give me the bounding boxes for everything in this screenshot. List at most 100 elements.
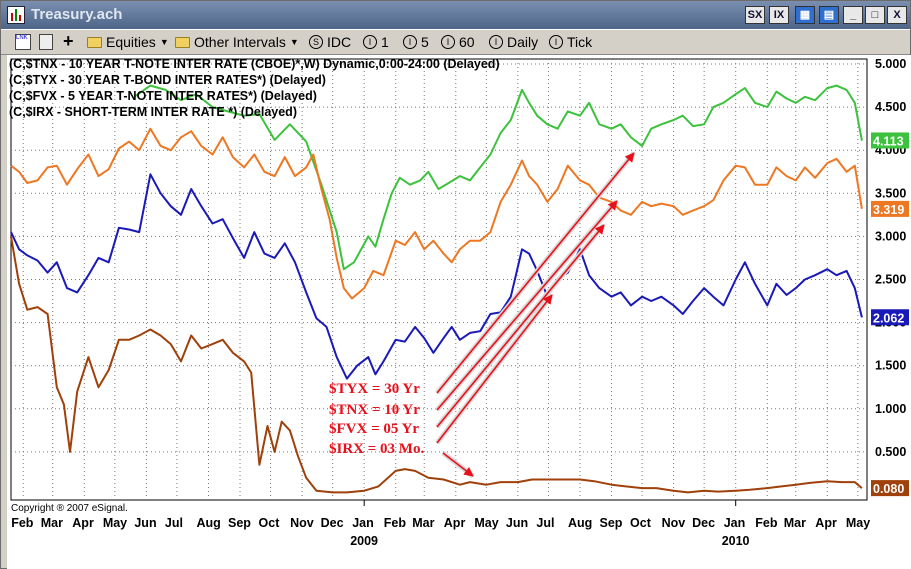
value-badge-tnx <box>871 309 909 326</box>
x-tick-label: Sep <box>600 516 623 530</box>
x-tick-label: Oct <box>259 516 281 530</box>
annotation-arrow <box>442 452 474 477</box>
interval-circle-icon: I <box>489 35 503 49</box>
interval-circle-icon: I <box>363 35 377 49</box>
app-logo-icon <box>7 6 25 24</box>
series-line-tnx <box>10 173 863 380</box>
x-tick-label: Mar <box>41 516 63 530</box>
tick-label: Tick <box>567 34 593 50</box>
x-tick-label: Jun <box>134 516 156 530</box>
sx-button[interactable]: SX <box>745 6 765 24</box>
annotation-arrow <box>436 294 553 444</box>
x-tick-label: Jan <box>352 516 374 530</box>
x-tick-label: Feb <box>755 516 778 530</box>
y-tick-label: 3.500 <box>875 186 906 200</box>
y-tick-label: 0.500 <box>875 445 906 459</box>
y-tick-label: 4.500 <box>875 100 906 114</box>
folder-icon <box>175 36 190 48</box>
x-tick-label: Oct <box>630 516 652 530</box>
x-tick-label: May <box>474 516 498 530</box>
x-tick-label: Apr <box>444 516 466 530</box>
idc-label: IDC <box>327 34 352 50</box>
tick-button[interactable]: I Tick <box>549 34 592 50</box>
x-tick-label: Nov <box>290 516 314 530</box>
annotation-arrow <box>436 224 605 428</box>
legend-irx: (C,$IRX - SHORT-TERM INTER RATE *) (Dela… <box>9 105 297 119</box>
value-badge-irx <box>871 480 909 497</box>
interval-1-label: 1 <box>381 34 389 50</box>
maximize-button[interactable]: □ <box>865 6 885 24</box>
interval-circle-icon: I <box>549 35 563 49</box>
x-tick-label: May <box>103 516 127 530</box>
chart-area[interactable]: 0.5001.0001.5002.0002.5003.0003.5004.000… <box>7 55 911 569</box>
equities-label: Equities <box>106 34 156 50</box>
legend-tnx: (C,$TNX - 10 YEAR T-NOTE INTER RATE (CBO… <box>9 57 500 71</box>
x-tick-label: Jun <box>506 516 528 530</box>
daily-label: Daily <box>507 34 539 50</box>
y-tick-label: 5.000 <box>875 57 906 71</box>
title-bar: Treasury.ach SX IX ▦ ▤ _ □ X <box>1 1 910 29</box>
y-tick-label: 1.500 <box>875 359 906 373</box>
interval-60-button[interactable]: I 60 <box>441 34 475 50</box>
price-chart[interactable]: 0.5001.0001.5002.0002.5003.0003.5004.000… <box>7 55 911 569</box>
interval-5-button[interactable]: I 5 <box>403 34 429 50</box>
x-tick-label: Jan <box>724 516 746 530</box>
x-tick-label: Apr <box>72 516 94 530</box>
value-badge-text: 0.080 <box>873 482 904 496</box>
x-tick-label: Sep <box>228 516 251 530</box>
ix-button[interactable]: IX <box>769 6 789 24</box>
folder-icon <box>87 36 102 48</box>
other-intervals-menu[interactable]: Other Intervals ▼ <box>175 34 299 50</box>
series-line-irx <box>10 236 863 494</box>
x-year-label: 2009 <box>350 534 378 548</box>
daily-button[interactable]: I Daily <box>489 34 538 50</box>
interval-circle-icon: I <box>441 35 455 49</box>
x-tick-label: Apr <box>815 516 837 530</box>
link-icon[interactable]: LNK <box>15 34 31 50</box>
y-tick-label: 2.500 <box>875 273 906 287</box>
annotation-label: $IRX = 03 Mo. <box>329 441 424 457</box>
interval-5-label: 5 <box>421 34 429 50</box>
dropdown-arrow-icon: ▼ <box>289 37 299 47</box>
close-button[interactable]: X <box>887 6 907 24</box>
annotation-label: $FVX = 05 Yr <box>329 421 419 437</box>
series-line-fvx <box>10 127 863 300</box>
legend-tyx: (C,$TYX - 30 YEAR T-BOND INTER RATES*) (… <box>9 73 326 87</box>
x-tick-label: Aug <box>568 516 592 530</box>
copyright-notice: Copyright ® 2007 eSignal. <box>11 503 128 514</box>
series-line-tyx <box>133 84 863 271</box>
x-tick-label: Feb <box>384 516 407 530</box>
annotation-arrow <box>436 152 635 394</box>
value-badge-tyx <box>871 132 909 149</box>
add-icon[interactable]: + <box>63 31 74 51</box>
y-tick-label: 3.000 <box>875 229 906 243</box>
annotation-label: $TNX = 10 Yr <box>329 402 420 418</box>
interval-60-label: 60 <box>459 34 475 50</box>
properties-icon[interactable] <box>39 34 53 50</box>
toolbar: LNK + Equities ▼ Other Intervals ▼ S IDC… <box>1 29 910 55</box>
interval-1-button[interactable]: I 1 <box>363 34 389 50</box>
equities-menu[interactable]: Equities ▼ <box>87 34 169 50</box>
idc-button[interactable]: S IDC <box>309 34 351 50</box>
x-tick-label: Dec <box>321 516 344 530</box>
x-tick-label: Nov <box>662 516 686 530</box>
interval-circle-icon: I <box>403 35 417 49</box>
minimize-button[interactable]: _ <box>843 6 863 24</box>
value-badge-text: 4.113 <box>873 134 904 148</box>
other-intervals-label: Other Intervals <box>194 34 286 50</box>
x-tick-label: Mar <box>784 516 806 530</box>
window-menu-button[interactable]: ▤ <box>819 6 839 24</box>
annotation-arrow <box>436 200 618 411</box>
x-year-label: 2010 <box>722 534 750 548</box>
dropdown-arrow-icon: ▼ <box>159 37 169 47</box>
value-badge-fvx <box>871 200 909 217</box>
x-tick-label: Dec <box>692 516 715 530</box>
x-tick-label: Aug <box>196 516 220 530</box>
value-badge-text: 3.319 <box>873 203 904 217</box>
x-tick-label: May <box>846 516 870 530</box>
x-tick-label: Mar <box>412 516 434 530</box>
y-tick-label: 1.000 <box>875 402 906 416</box>
link-window-button[interactable]: ▦ <box>795 6 815 24</box>
symbol-circle-icon: S <box>309 35 323 49</box>
